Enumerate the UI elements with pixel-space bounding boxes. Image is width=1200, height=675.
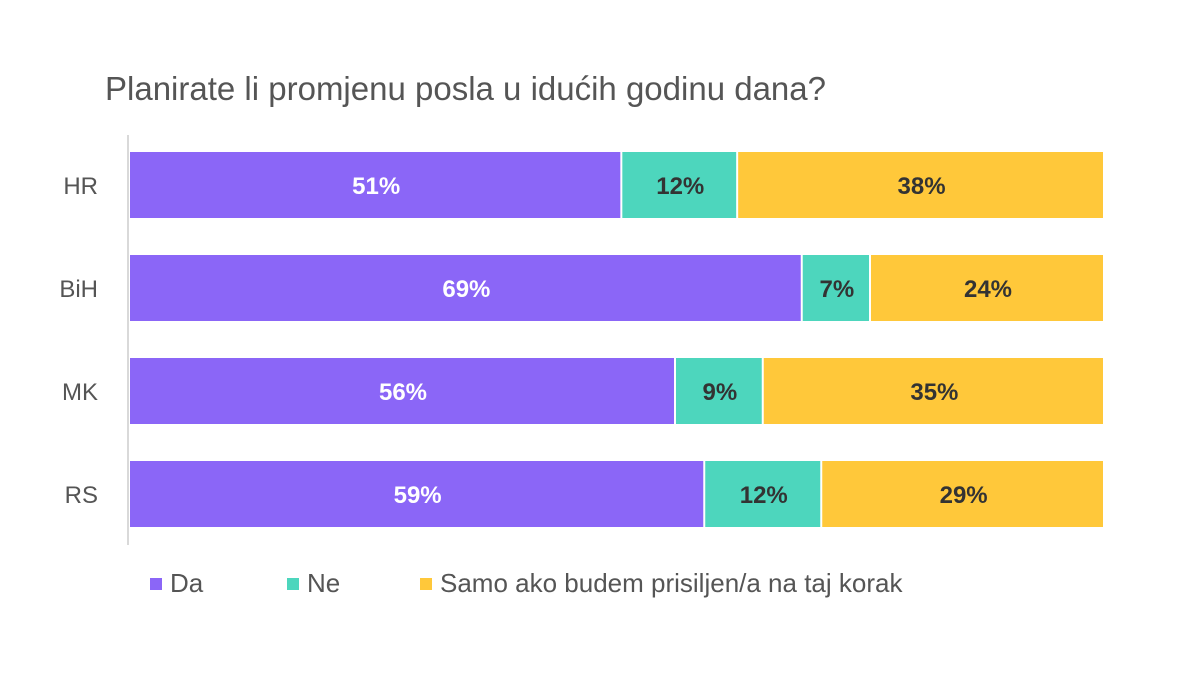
- data-label: 51%: [352, 173, 400, 200]
- bar-segment: [802, 255, 869, 321]
- legend-label-samo: Samo ako budem prisiljen/a na taj korak: [440, 568, 903, 598]
- bar-segment: [763, 358, 1103, 424]
- bar-segment: [738, 152, 1103, 218]
- category-label: HR: [63, 173, 98, 200]
- category-label: RS: [65, 482, 98, 509]
- category-label: MK: [62, 379, 98, 406]
- data-label: 29%: [940, 482, 988, 509]
- bar-segment: [130, 358, 674, 424]
- data-label: 12%: [740, 482, 788, 509]
- data-label: 7%: [820, 276, 855, 303]
- bar-segment: [130, 461, 704, 527]
- bar-segment: [822, 461, 1103, 527]
- bar-segment: [676, 358, 762, 424]
- legend-item-samo: Samo ako budem prisiljen/a na taj korak: [420, 568, 902, 599]
- legend-item-ne: Ne: [287, 568, 340, 599]
- data-label: 12%: [656, 173, 704, 200]
- bar-segment: [705, 461, 821, 527]
- bar-segment: [871, 255, 1103, 321]
- legend-swatch-da: [150, 577, 162, 590]
- data-label: 9%: [703, 379, 738, 406]
- bar-segment: [622, 152, 737, 218]
- legend-item-da: Da: [150, 568, 203, 599]
- data-label: 38%: [898, 173, 946, 200]
- legend-swatch-ne: [287, 577, 299, 590]
- data-label: 56%: [379, 379, 427, 406]
- data-label: 24%: [964, 276, 1012, 303]
- legend-label-ne: Ne: [307, 568, 341, 598]
- chart-title: Planirate li promjenu posla u idućih god…: [105, 70, 826, 107]
- legend-label-da: Da: [170, 568, 204, 598]
- bar-segment: [130, 152, 621, 218]
- bar-segment: [130, 255, 801, 321]
- legend-swatch-samo: [420, 577, 432, 590]
- category-label: BiH: [59, 276, 98, 303]
- data-label: 35%: [910, 379, 958, 406]
- data-label: 59%: [394, 482, 442, 509]
- data-label: 69%: [442, 276, 490, 303]
